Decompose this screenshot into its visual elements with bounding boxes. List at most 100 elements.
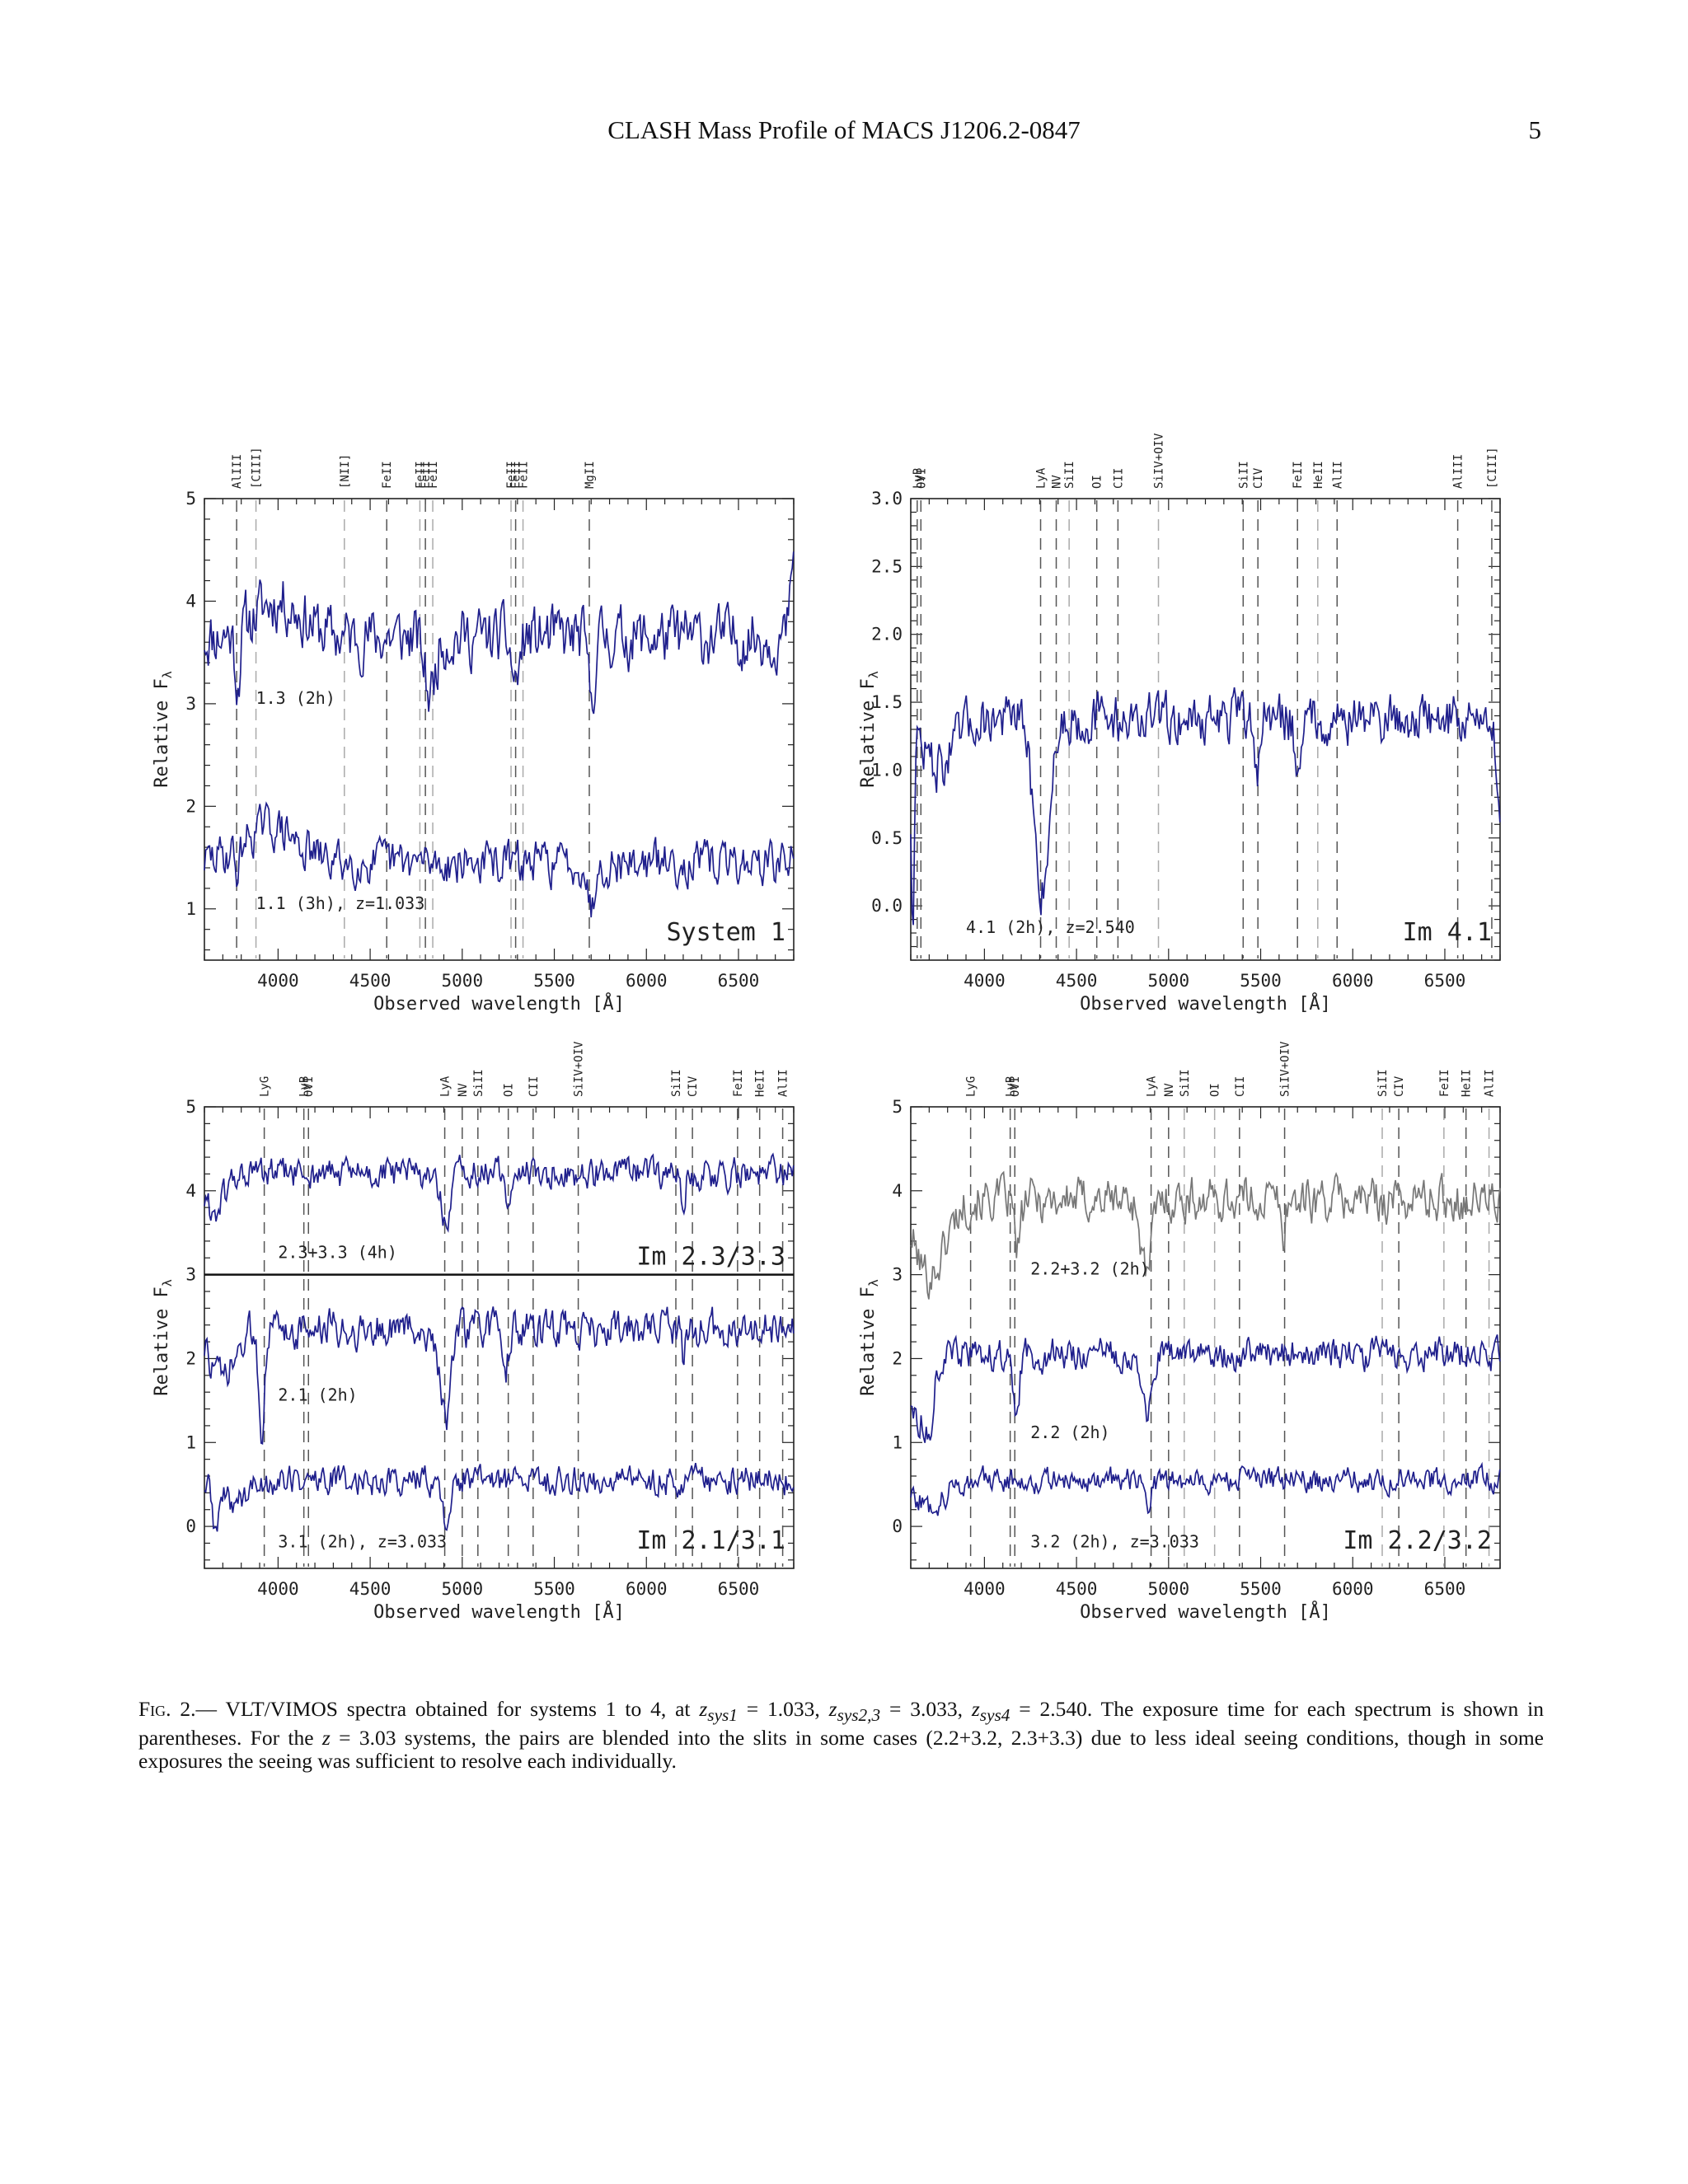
y-tick-label: 0 (892, 1516, 903, 1536)
y-axis-label: Relative Fλ (152, 1279, 175, 1395)
line-id-label: FeII (414, 461, 427, 489)
caption-z4-name: z (321, 1726, 331, 1750)
y-tick-label: 3 (892, 1265, 903, 1285)
line-id-label: CII (1234, 1076, 1247, 1097)
line-id-label: OVI (915, 468, 928, 489)
y-tick-label: 1.0 (871, 760, 903, 780)
panel-label: Im 4.1 (1403, 918, 1492, 947)
page-number: 5 (1528, 115, 1542, 144)
x-tick-label: 4000 (964, 971, 1006, 991)
y-axis-label-subscript: λ (160, 671, 175, 678)
panel-label: Im 2.1/3.1 (636, 1526, 785, 1555)
y-tick-label: 2 (892, 1348, 903, 1368)
caption-z1-val: = 1.033, (737, 1697, 829, 1721)
y-tick-label: 1 (892, 1432, 903, 1452)
x-tick-label: 4500 (1056, 1579, 1098, 1599)
y-tick-label: 2 (185, 1348, 196, 1368)
spectrum-label: 4.1 (2h), z=2.540 (966, 917, 1135, 937)
x-tick-label: 5000 (1148, 971, 1190, 991)
spectrum-line (204, 551, 795, 715)
x-tick-label: 4000 (257, 1579, 299, 1599)
x-tick-label: 5000 (442, 1579, 484, 1599)
spectrum-label: 1.1 (3h), z=1.033 (256, 893, 425, 913)
panel-system-1: 4000 4500 5000 5500 6000 6500 1 2 3 4 5 Observed wa… (152, 447, 795, 1015)
y-axis-label: Relative Fλ (858, 671, 881, 787)
x-tick-label: 4500 (1056, 971, 1098, 991)
x-tick-label: 6000 (1332, 971, 1374, 991)
x-axis-label: Observed wavelength [Å] (373, 1601, 625, 1623)
line-id-label: SiII (1376, 1069, 1390, 1097)
caption-z1-sub: sys1 (707, 1705, 738, 1726)
line-id-label: [CIII] (251, 447, 264, 489)
caption-z3-val: = 2.540. The exposure time for each spec… (138, 1697, 1544, 1750)
y-axis-label: Relative Fλ (858, 1279, 881, 1395)
line-id-label: LyB (298, 1076, 312, 1097)
line-id-label: FeII (732, 1069, 745, 1097)
y-tick-label: 3.0 (871, 489, 903, 509)
x-tick-label: 4000 (257, 971, 299, 991)
line-id-label: LyG (259, 1076, 272, 1097)
running-title: CLASH Mass Profile of MACS J1206.2-0847 (607, 115, 1081, 144)
spectrum-label: 2.1 (2h) (278, 1385, 357, 1404)
line-id-label: CII (1112, 468, 1125, 489)
line-id-label: AlII (777, 1069, 790, 1097)
spectrum-line (910, 687, 1501, 926)
x-tick-label: 6500 (1424, 971, 1466, 991)
spectrum-line (204, 1463, 795, 1532)
panel-image-2-2-3-2: 4000 4500 5000 5500 6000 6500 0 1 2 3 4 5 Observed w… (858, 1041, 1501, 1623)
y-tick-label: 2.5 (871, 556, 903, 576)
x-tick-label: 4500 (349, 971, 392, 991)
line-id-label: FeII (427, 461, 440, 489)
spectrum-label: 2.2 (2h) (1030, 1422, 1109, 1442)
spectrum-label: 1.3 (2h) (256, 688, 335, 708)
x-tick-label: 4000 (964, 1579, 1006, 1599)
y-tick-label: 0 (185, 1516, 196, 1536)
line-id-label: NV (1163, 1083, 1176, 1097)
y-tick-label: 5 (185, 489, 196, 509)
caption-text-2: = 3.03 systems, the pairs are blended in… (138, 1726, 1544, 1774)
spectrum-line (204, 801, 795, 918)
panel-image-2-1-3-1: 4000 4500 5000 5500 6000 6500 0 1 2 3 4 5 Observed w… (152, 1041, 795, 1623)
line-id-label: AlII (1331, 461, 1344, 489)
x-axis-label: Observed wavelength [Å] (1080, 992, 1331, 1015)
x-tick-label: 5500 (533, 1579, 575, 1599)
y-tick-label: 1 (185, 899, 196, 919)
y-tick-label: 5 (892, 1097, 903, 1117)
line-id-label: LyA (1146, 1076, 1159, 1097)
line-id-label: LyA (1035, 467, 1048, 489)
spectrum-line (204, 1306, 795, 1445)
y-tick-label: 4 (185, 1181, 196, 1201)
caption-fig-label: Fig. 2. (138, 1697, 196, 1721)
y-axis-label-subscript: λ (866, 1279, 881, 1286)
plot-frame (204, 498, 795, 961)
spectrum-line (910, 1334, 1501, 1443)
spectrum-label: 3.2 (2h), z=3.033 (1030, 1532, 1199, 1552)
y-axis-label-subscript: λ (160, 1279, 175, 1286)
line-id-label: AlIII (1452, 454, 1465, 489)
panel-label: System 1 (667, 918, 786, 947)
y-tick-label: 0.0 (871, 896, 903, 916)
x-tick-label: 5000 (1148, 1579, 1190, 1599)
x-tick-label: 5500 (1240, 971, 1282, 991)
y-tick-label: 1.5 (871, 692, 903, 712)
line-id-label: HeII (1461, 1069, 1474, 1097)
caption-z2-val: = 3.033, (880, 1697, 972, 1721)
caption-text-1: — VLT/VIMOS spectra obtained for systems… (195, 1697, 700, 1721)
spectrum-line (910, 1170, 1501, 1300)
line-id-label: SiIV+OIV (1153, 433, 1166, 489)
spectrum-label: 2.2+3.2 (2h) (1030, 1259, 1150, 1279)
x-axis-label: Observed wavelength [Å] (373, 992, 625, 1015)
panel-label: Im 2.2/3.2 (1343, 1526, 1492, 1555)
line-id-label: CII (528, 1076, 541, 1097)
line-id-label: FeII (1438, 1069, 1451, 1097)
y-tick-label: 1 (185, 1432, 196, 1452)
y-tick-label: 3 (185, 694, 196, 714)
caption-z1-name: z (699, 1697, 708, 1721)
spectrum-label: 2.3+3.3 (4h) (278, 1242, 397, 1262)
line-id-label: [CIII] (1486, 447, 1499, 489)
panel-label-top: Im 2.3/3.3 (636, 1243, 785, 1272)
line-id-label: NV (1051, 475, 1064, 489)
line-id-label: OVI (1009, 1076, 1022, 1097)
line-id-label: NV (457, 1083, 470, 1097)
